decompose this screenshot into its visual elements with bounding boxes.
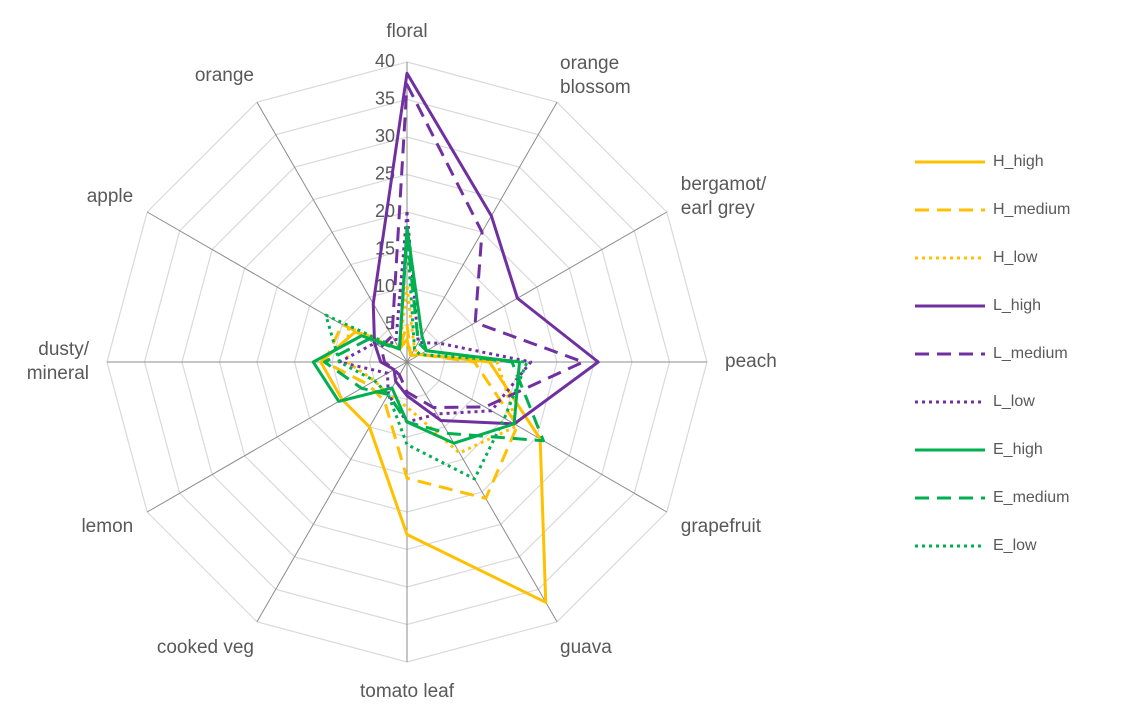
category-label-line: tomato leaf	[360, 681, 455, 702]
category-label-line: apple	[87, 186, 134, 207]
category-label: tomato leaf	[360, 681, 455, 702]
category-label-line: earl grey	[681, 198, 755, 219]
r-tick-label: 20	[375, 201, 395, 221]
category-label-line: guava	[560, 637, 612, 658]
category-label: dusty/mineral	[27, 339, 90, 384]
category-label-line: lemon	[81, 516, 133, 537]
series-line	[323, 323, 519, 500]
category-label-line: dusty/	[38, 339, 89, 360]
r-tick-label: 25	[375, 163, 395, 183]
category-label: cooked veg	[157, 637, 254, 658]
series-line	[338, 210, 533, 424]
category-label-line: blossom	[560, 77, 631, 98]
r-tick-label: 5	[385, 313, 395, 333]
category-label: apple	[87, 186, 134, 207]
category-label: grapefruit	[681, 516, 762, 537]
legend-label: E_low	[993, 537, 1037, 554]
spoke	[406, 361, 668, 513]
category-label-line: grapefruit	[681, 516, 762, 537]
spoke	[256, 101, 408, 363]
spoke	[406, 361, 558, 623]
legend-label: E_high	[993, 441, 1043, 458]
category-label-line: orange	[560, 53, 619, 74]
category-label: lemon	[81, 516, 133, 537]
category-label-line: orange	[195, 65, 254, 86]
r-tick-label: 30	[375, 126, 395, 146]
spoke	[256, 361, 408, 623]
legend-label: L_medium	[993, 345, 1068, 362]
legend-label: L_low	[993, 393, 1035, 410]
spoke	[146, 361, 408, 513]
category-label: orange	[195, 65, 254, 86]
series-line	[379, 83, 585, 409]
r-tick-label: 10	[375, 276, 395, 296]
r-tick-label: 35	[375, 88, 395, 108]
series-line	[323, 233, 545, 443]
r-tick-label: 15	[375, 238, 395, 258]
category-label-line: cooked veg	[157, 637, 254, 658]
category-label-line: peach	[725, 351, 777, 372]
category-label: peach	[725, 351, 777, 372]
category-label-line: bergamot/	[681, 174, 767, 195]
series-line	[371, 71, 600, 426]
spoke	[406, 211, 668, 363]
legend-label: L_high	[993, 297, 1041, 314]
category-label-line: mineral	[27, 363, 89, 384]
series-line	[345, 285, 519, 455]
category-label: guava	[560, 637, 612, 658]
category-label: orange blossom	[560, 53, 631, 98]
legend-label: H_low	[993, 249, 1038, 266]
r-tick-label: 40	[375, 51, 395, 71]
legend-label: H_high	[993, 153, 1044, 170]
legend-label: E_medium	[993, 489, 1069, 506]
category-label-line: floral	[386, 21, 427, 42]
category-label: bergamot/earl grey	[681, 174, 767, 219]
series-line	[324, 233, 529, 481]
category-label: floral	[386, 21, 427, 42]
legend-label: H_medium	[993, 201, 1070, 218]
